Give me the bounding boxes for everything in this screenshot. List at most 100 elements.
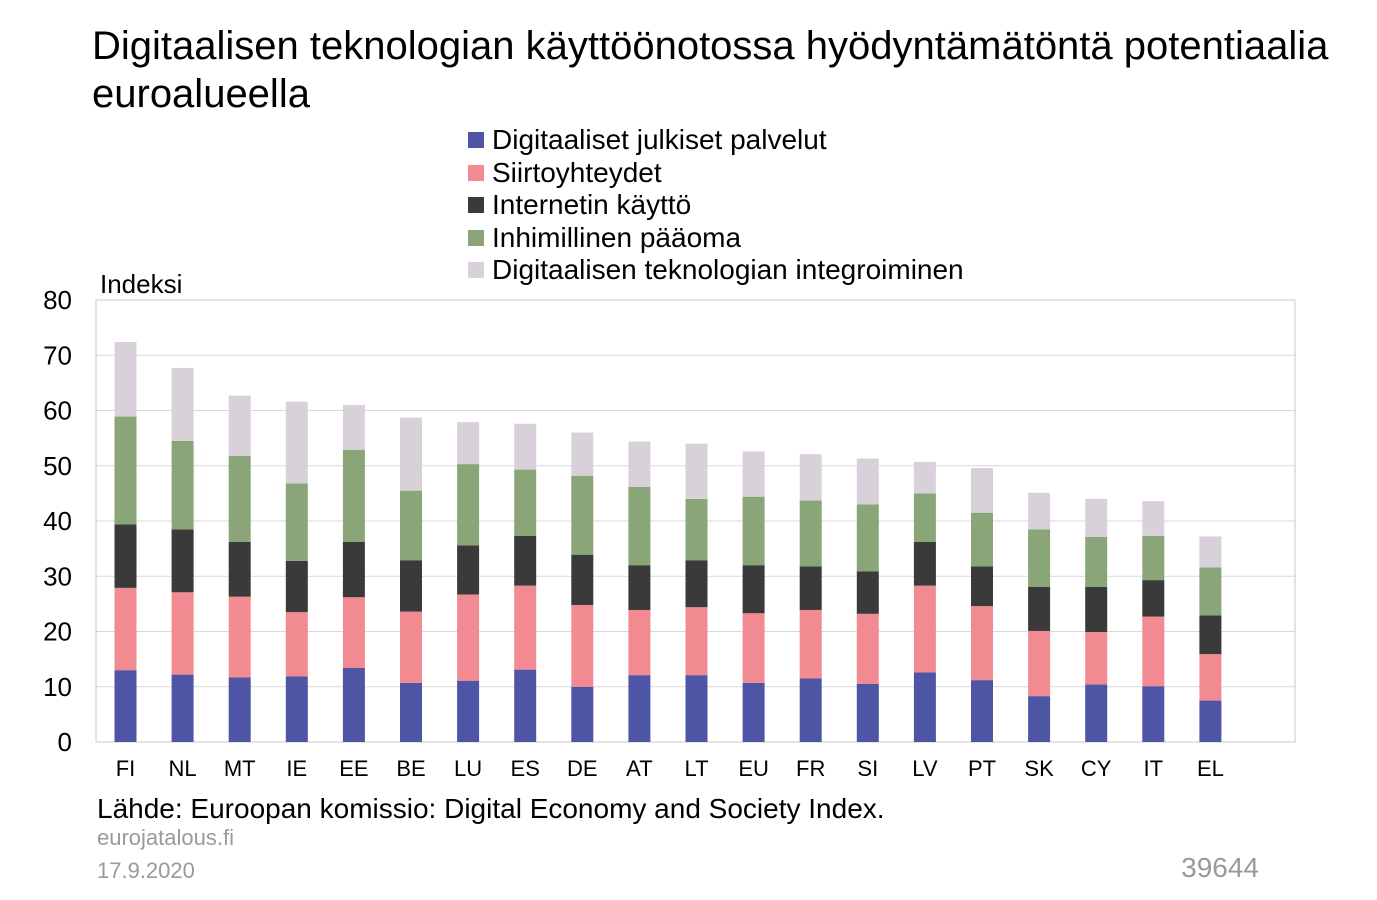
- legend-swatch: [468, 132, 484, 149]
- y-tick-label: 50: [43, 451, 72, 481]
- bar-segment: [799, 678, 822, 742]
- bar-segment: [1028, 492, 1051, 530]
- y-tick-label: 40: [43, 506, 72, 536]
- x-tick-label: IT: [1144, 756, 1164, 781]
- bar-segment: [114, 416, 137, 525]
- bar-segment: [799, 609, 822, 679]
- legend-item: Internetin käyttö: [468, 189, 964, 222]
- bar-segment: [1028, 529, 1051, 587]
- bar-segment: [742, 451, 765, 497]
- bar-segment: [1199, 615, 1222, 655]
- bar-segment: [400, 682, 422, 742]
- bar-segment: [913, 672, 936, 742]
- bar-segment: [228, 677, 251, 742]
- y-tick-label: 0: [58, 727, 72, 757]
- bar-segment: [1028, 586, 1051, 631]
- bar-segment: [913, 585, 936, 673]
- y-tick-label: 60: [43, 396, 72, 426]
- x-tick-label: EE: [339, 756, 368, 781]
- bar-segment: [1142, 580, 1165, 617]
- source-note: Lähde: Euroopan komissio: Digital Econom…: [97, 793, 885, 824]
- bar-segment: [400, 490, 422, 561]
- x-tick-label: SK: [1024, 756, 1054, 781]
- bar-segment: [457, 680, 480, 742]
- legend-label: Digitaaliset julkiset palvelut: [492, 124, 827, 156]
- bar-segment: [571, 475, 594, 555]
- x-tick-label: EL: [1197, 756, 1224, 781]
- bar-segment: [971, 467, 993, 513]
- bar-segment: [685, 443, 708, 499]
- bar-segment: [799, 500, 822, 567]
- bar-segment: [971, 566, 993, 607]
- x-axis-ticks: FI NL MT IE EE BE LU ES DE AT LT EU FR SI LV PT SK CY IT EL: [116, 756, 1224, 781]
- bar-segment: [400, 417, 422, 491]
- x-tick-label: LV: [912, 756, 938, 781]
- bar-segment: [1028, 630, 1051, 697]
- bar-segment: [1028, 696, 1051, 742]
- bar-segment: [742, 565, 765, 614]
- bar-segment: [342, 449, 365, 542]
- bar-segment: [514, 423, 537, 470]
- x-tick-label: SI: [857, 756, 878, 781]
- y-axis-ticks: 0 10 20 30 40 50 60 70 80: [43, 285, 72, 757]
- x-tick-label: BE: [396, 756, 425, 781]
- bar-segment: [342, 597, 365, 668]
- bar-segment: [856, 458, 879, 505]
- legend-swatch: [468, 164, 484, 181]
- legend-label: Digitaalisen teknologian integroiminen: [492, 254, 964, 286]
- bar-segment: [913, 461, 936, 494]
- bar-segment: [685, 607, 708, 676]
- x-tick-label: LT: [684, 756, 708, 781]
- bar-segment: [1085, 684, 1108, 742]
- bar-segment: [571, 686, 594, 742]
- bar-segment: [1142, 535, 1165, 581]
- legend-label: Internetin käyttö: [492, 189, 692, 221]
- footer-site: eurojatalous.fi: [97, 825, 234, 850]
- bar-segment: [1199, 536, 1222, 568]
- footer-date: 17.9.2020: [97, 858, 195, 883]
- y-tick-label: 10: [43, 672, 72, 702]
- bar-segment: [342, 541, 365, 598]
- x-tick-label: ES: [511, 756, 540, 781]
- bar-segment: [971, 606, 993, 681]
- x-tick-label: PT: [968, 756, 996, 781]
- bar-segment: [799, 566, 822, 610]
- bar-segment: [685, 675, 708, 742]
- bar-segment: [285, 612, 308, 677]
- bar-segment: [685, 498, 708, 561]
- bar-segment: [171, 367, 194, 441]
- bar-segment: [228, 596, 251, 678]
- bar-segment: [628, 609, 651, 676]
- bar-segment: [514, 535, 537, 586]
- y-tick-label: 20: [43, 617, 72, 647]
- bar-segment: [628, 486, 651, 566]
- x-tick-label: MT: [224, 756, 256, 781]
- bar-segment: [514, 469, 537, 536]
- x-tick-label: IE: [286, 756, 307, 781]
- y-tick-label: 70: [43, 340, 72, 370]
- bar-segment: [856, 613, 879, 684]
- bar-segment: [628, 565, 651, 610]
- y-tick-label: 80: [43, 285, 72, 315]
- bar-segment: [171, 529, 194, 593]
- legend-item: Siirtoyhteydet: [468, 157, 964, 190]
- bar-segment: [342, 404, 365, 450]
- bar-segment: [628, 441, 651, 487]
- bar-segment: [114, 670, 137, 742]
- bar-segment: [1142, 501, 1165, 536]
- bar-segment: [742, 682, 765, 742]
- bar-segment: [285, 401, 308, 484]
- bar-segment: [114, 341, 137, 417]
- y-axis-label: Indeksi: [100, 269, 182, 299]
- bar-segment: [514, 585, 537, 670]
- x-tick-label: NL: [169, 756, 197, 781]
- bar-segment: [1199, 654, 1222, 701]
- bar-segment: [571, 554, 594, 605]
- bar-segment: [228, 541, 251, 597]
- x-tick-label: LU: [454, 756, 482, 781]
- bar-segment: [1142, 686, 1165, 742]
- x-tick-label: FR: [796, 756, 825, 781]
- legend-swatch: [468, 229, 484, 246]
- x-tick-label: CY: [1081, 756, 1112, 781]
- legend-label: Inhimillinen pääoma: [492, 221, 742, 253]
